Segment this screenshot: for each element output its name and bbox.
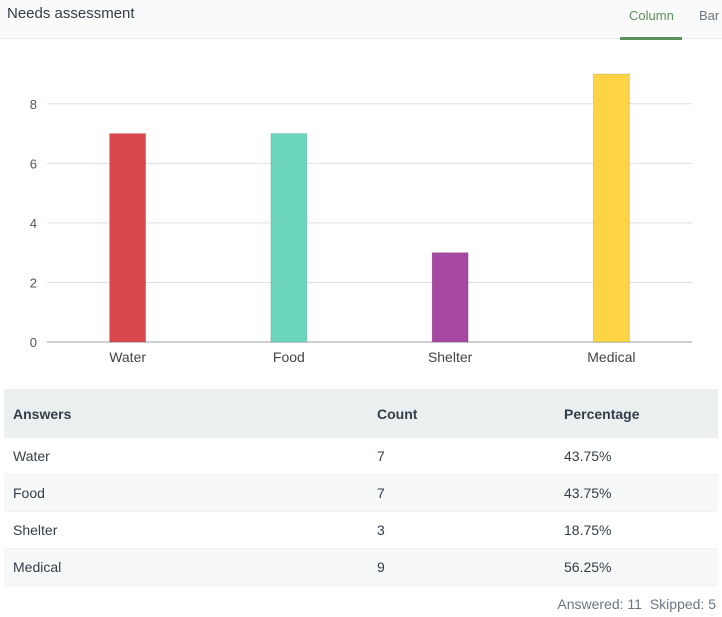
x-category-label: Food <box>273 349 305 365</box>
count-cell: 7 <box>368 474 555 512</box>
header-answers[interactable]: Answers <box>4 389 368 438</box>
count-cell: 3 <box>368 511 555 549</box>
answer-cell: Shelter <box>4 511 368 549</box>
response-summary: Answered: 11 Skipped: 5 <box>553 596 716 612</box>
results-table: Answers Count Percentage Water 7 43.75% … <box>4 389 718 586</box>
table-row: Shelter 3 18.75% <box>4 511 718 549</box>
y-tick-label: 2 <box>30 275 37 290</box>
bar <box>270 133 308 343</box>
skipped-count: Skipped: 5 <box>649 596 716 612</box>
percentage-cell: 18.75% <box>555 511 718 549</box>
question-title: Needs assessment <box>7 5 135 22</box>
y-tick-label: 8 <box>30 97 37 112</box>
percentage-cell: 43.75% <box>555 474 718 512</box>
y-tick-label: 0 <box>30 335 37 350</box>
table-row: Medical 9 56.25% <box>4 548 718 586</box>
x-category-label: Medical <box>587 349 635 365</box>
count-cell: 9 <box>368 548 555 586</box>
bar <box>109 133 147 343</box>
tab-bar[interactable]: Bar <box>699 8 720 23</box>
count-cell: 7 <box>368 438 555 475</box>
y-tick-label: 4 <box>30 216 37 231</box>
question-header: Needs assessment Column Bar <box>0 0 722 40</box>
bar <box>431 252 469 343</box>
percentage-cell: 43.75% <box>555 438 718 475</box>
bar <box>592 73 630 343</box>
percentage-cell: 56.25% <box>555 548 718 586</box>
tab-column[interactable]: Column <box>629 8 674 23</box>
table-row: Food 7 43.75% <box>4 474 718 512</box>
table-header-row: Answers Count Percentage <box>4 389 718 438</box>
answer-cell: Food <box>4 474 368 512</box>
header-count[interactable]: Count <box>368 389 555 438</box>
x-category-label: Shelter <box>428 349 473 365</box>
column-chart: 0 2 4 6 8 Water Food Shelter Medical <box>30 73 692 365</box>
y-tick-label: 6 <box>30 156 37 171</box>
x-category-label: Water <box>109 349 146 365</box>
answer-cell: Medical <box>4 548 368 586</box>
answered-count: Answered: 11 <box>557 596 642 612</box>
table-row: Water 7 43.75% <box>4 438 718 475</box>
active-tab-indicator <box>620 37 682 40</box>
header-percentage[interactable]: Percentage <box>555 389 718 438</box>
answer-cell: Water <box>4 438 368 475</box>
